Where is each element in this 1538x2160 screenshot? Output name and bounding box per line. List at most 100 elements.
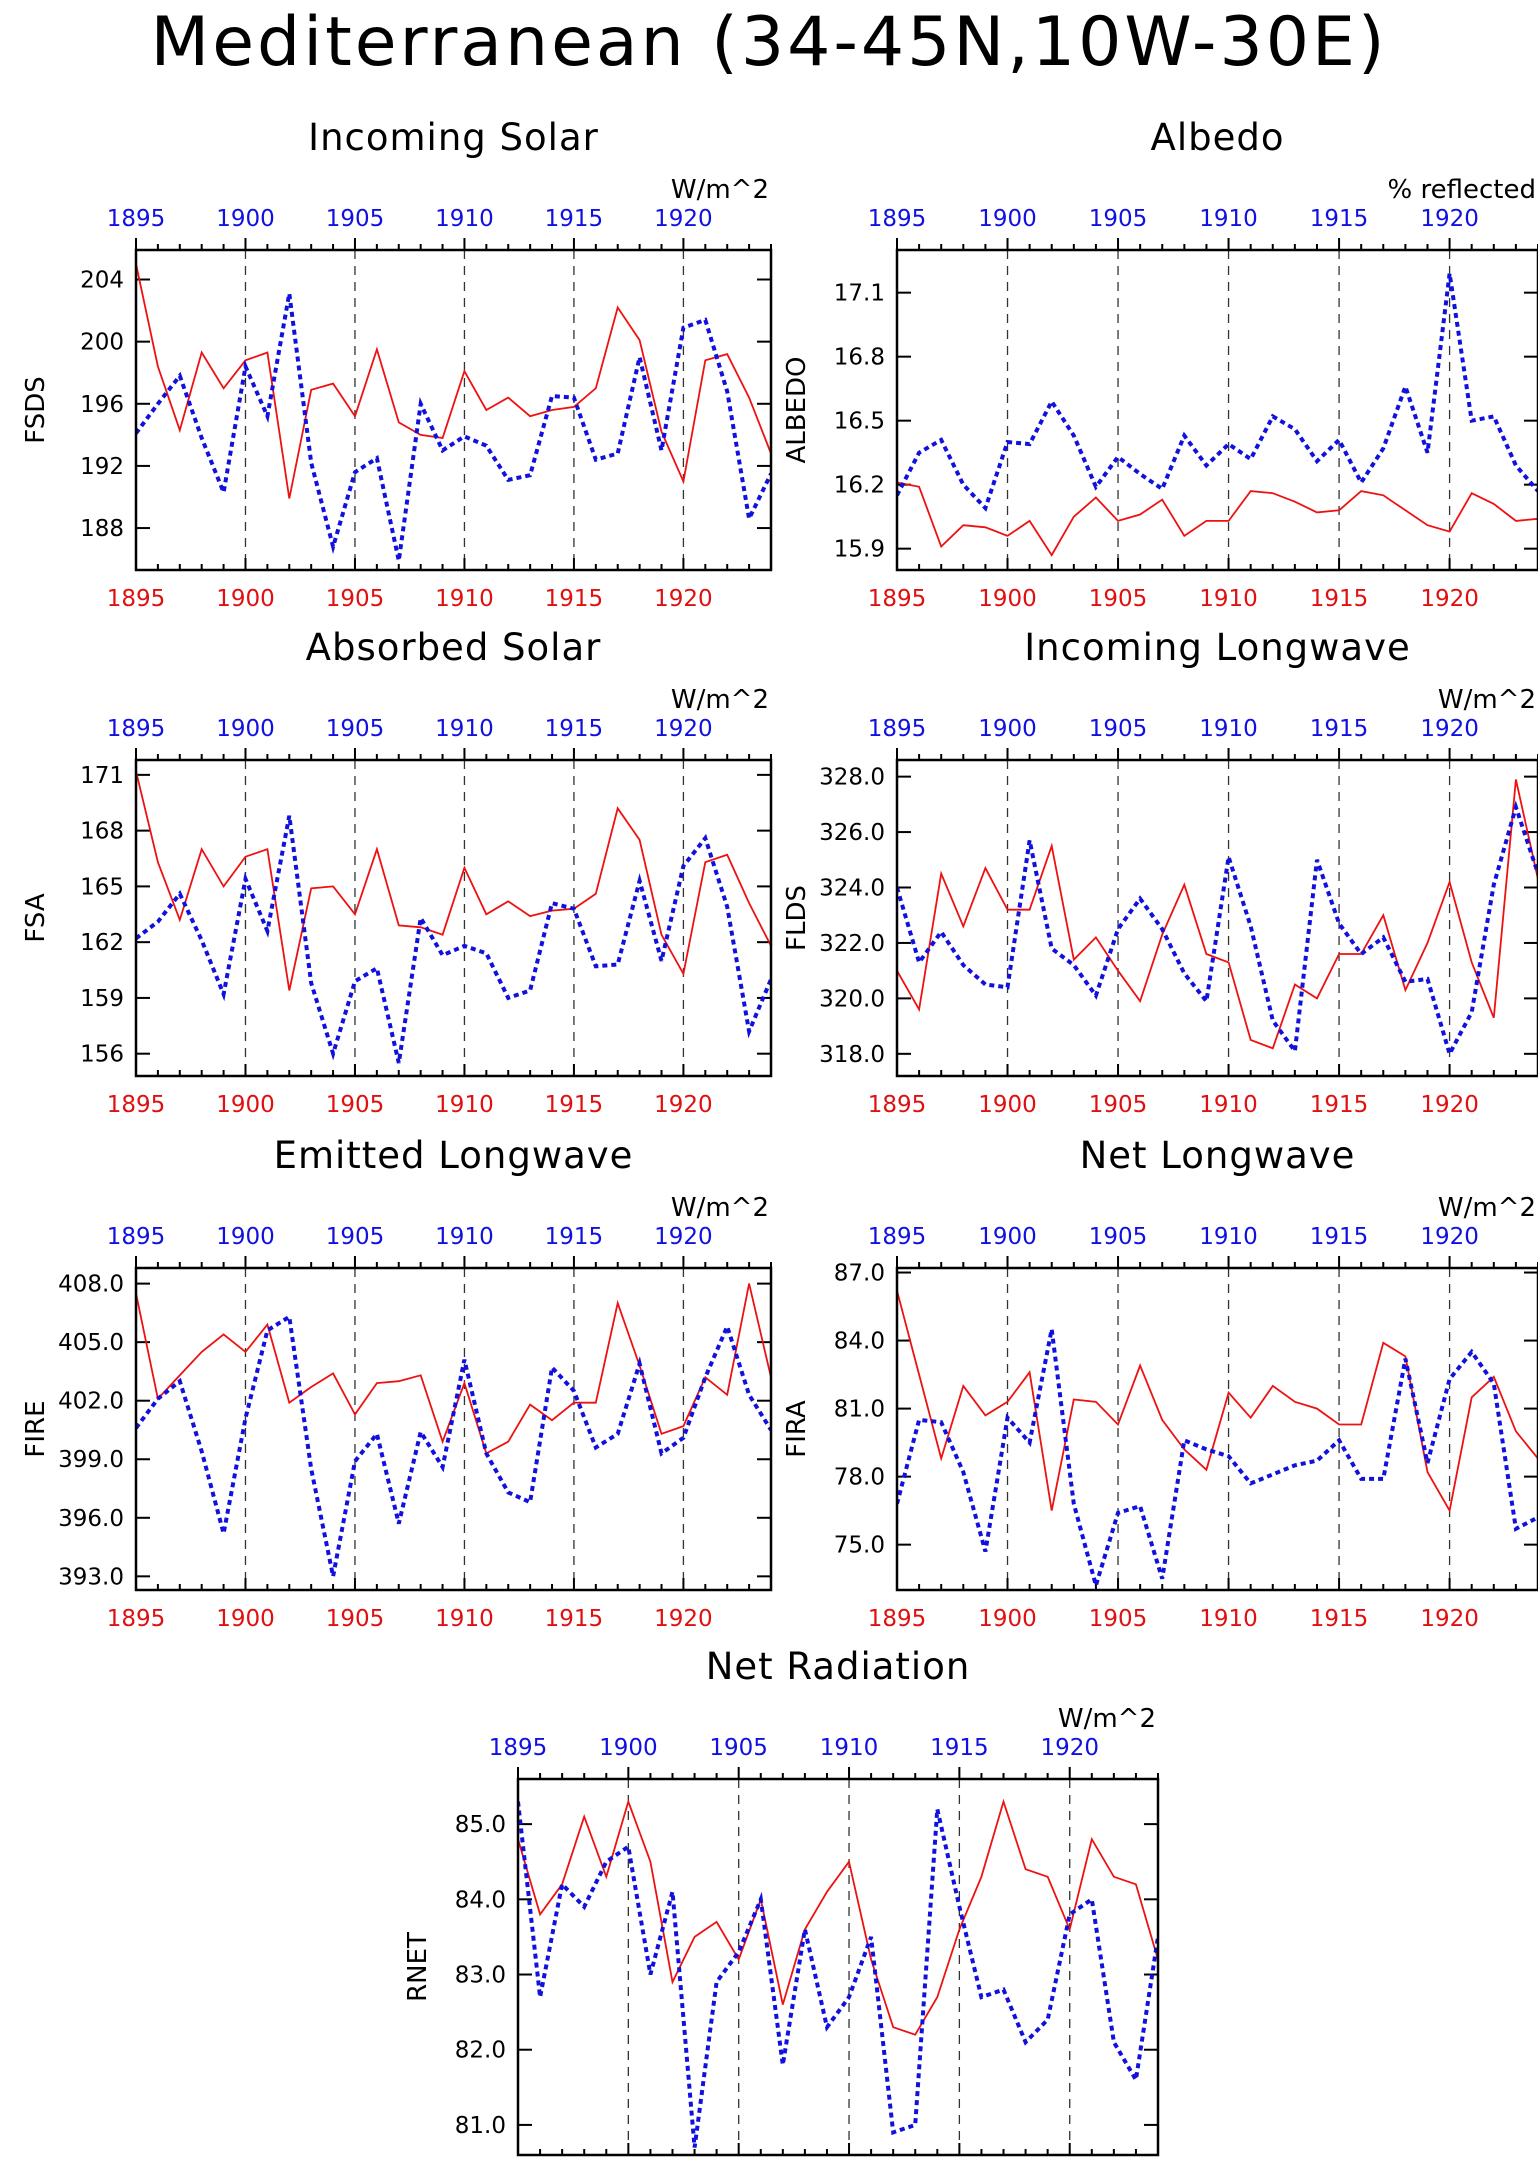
x-tick-label-top: 1895 — [868, 206, 927, 232]
y-tick-label: 78.0 — [834, 1465, 885, 1491]
x-tick-label-bottom: 1910 — [1199, 586, 1258, 612]
y-tick-label: 75.0 — [834, 1533, 885, 1559]
plot-frame — [895, 248, 1538, 572]
y-tick-label: 156 — [80, 1042, 124, 1068]
red-series-line — [518, 1798, 1158, 2036]
x-tick-label-bottom: 1900 — [216, 586, 275, 612]
x-tick-label-top: 1895 — [868, 716, 927, 742]
x-tick-label-bottom: 1905 — [326, 586, 385, 612]
blue-series-line — [518, 1801, 1158, 2148]
x-tick-label-top: 1900 — [978, 1224, 1037, 1250]
x-tick-label-bottom: 1915 — [1310, 586, 1369, 612]
x-tick-label-top: 1910 — [435, 206, 494, 232]
x-tick-label-bottom: 1920 — [654, 1606, 713, 1632]
x-tick-label-top: 1910 — [435, 1224, 494, 1250]
y-tick-label: 87.0 — [834, 1261, 885, 1287]
y-tick-label: 16.5 — [834, 409, 885, 435]
panel-2: Absorbed Solar W/m^2 1895 1895 1900 1900 1905 1… — [21, 626, 773, 1118]
x-tick-label-bottom: 1900 — [978, 1606, 1037, 1632]
x-tick-label-top: 1915 — [1310, 1224, 1369, 1250]
x-tick-label-top: 1895 — [489, 1735, 548, 1761]
panel-title: Absorbed Solar — [306, 626, 602, 669]
y-tick-label: 84.0 — [834, 1329, 885, 1355]
y-tick-label: 408.0 — [58, 1272, 124, 1298]
x-tick-label-bottom: 1905 — [1089, 586, 1148, 612]
red-series-line — [897, 1290, 1538, 1514]
y-tick-label: 81.0 — [455, 2113, 506, 2139]
y-axis-label: FIRA — [782, 1400, 812, 1458]
y-axis-label: FIRE — [21, 1400, 51, 1457]
blue-series-line — [136, 1313, 771, 1577]
y-tick-label: 82.0 — [455, 2038, 506, 2064]
x-tick-label-bottom: 1905 — [1089, 1092, 1148, 1118]
x-tick-label-bottom: 1895 — [868, 586, 927, 612]
x-tick-label-top: 1895 — [107, 716, 166, 742]
y-axis-label: RNET — [403, 1932, 433, 2002]
x-tick-label-bottom: 1910 — [435, 586, 494, 612]
panel-title: Incoming Longwave — [1024, 626, 1411, 669]
x-tick-label-bottom: 1920 — [654, 586, 713, 612]
x-tick-label-bottom: 1920 — [1420, 1606, 1479, 1632]
y-tick-label: 328.0 — [819, 765, 885, 791]
x-tick-label-top: 1905 — [326, 1224, 385, 1250]
red-series-line — [136, 263, 771, 499]
red-series-line — [897, 481, 1538, 557]
panel-5: Net Longwave W/m^2 1895 1895 1900 1900 1905 190… — [782, 1134, 1538, 1632]
x-tick-label-bottom: 1920 — [1420, 1092, 1479, 1118]
x-tick-label-top: 1900 — [599, 1735, 658, 1761]
x-tick-label-bottom: 1900 — [216, 1606, 275, 1632]
y-axis-label: FSDS — [21, 376, 51, 444]
x-tick-label-top: 1920 — [654, 206, 713, 232]
y-tick-label: 188 — [80, 516, 124, 542]
x-tick-label-top: 1910 — [1199, 206, 1258, 232]
panel-title: Albedo — [1151, 116, 1285, 159]
plot-frame — [134, 1266, 773, 1592]
y-tick-label: 171 — [80, 763, 124, 789]
panel-title: Emitted Longwave — [274, 1134, 634, 1177]
plot-frame — [134, 758, 773, 1078]
y-tick-label: 200 — [80, 330, 124, 356]
x-tick-label-bottom: 1895 — [868, 1092, 927, 1118]
x-tick-label-top: 1905 — [326, 716, 385, 742]
x-tick-label-top: 1905 — [1089, 206, 1148, 232]
x-tick-label-top: 1920 — [654, 716, 713, 742]
y-axis-label: FLDS — [782, 885, 812, 951]
blue-series-line — [136, 293, 771, 562]
blue-series-line — [897, 273, 1538, 512]
y-tick-label: 204 — [80, 268, 124, 294]
x-tick-label-bottom: 1915 — [545, 1606, 604, 1632]
y-tick-label: 192 — [80, 454, 124, 480]
x-tick-label-bottom: 1905 — [1089, 1606, 1148, 1632]
red-series-line — [897, 779, 1538, 1050]
x-tick-label-bottom: 1895 — [107, 1606, 166, 1632]
x-tick-label-top: 1920 — [1040, 1735, 1099, 1761]
x-tick-label-top: 1900 — [978, 716, 1037, 742]
x-tick-label-top: 1905 — [1089, 1224, 1148, 1250]
y-tick-label: 405.0 — [58, 1330, 124, 1356]
x-tick-label-bottom: 1895 — [107, 586, 166, 612]
y-tick-label: 165 — [80, 874, 124, 900]
units-label: W/m^2 — [671, 175, 769, 205]
x-tick-label-bottom: 1915 — [1310, 1092, 1369, 1118]
y-tick-label: 83.0 — [455, 1963, 506, 1989]
panel-0: Incoming Solar W/m^2 1895 1895 1900 1900 1905 1… — [21, 116, 773, 612]
x-tick-label-top: 1895 — [868, 1224, 927, 1250]
x-tick-label-top: 1915 — [1310, 716, 1369, 742]
x-tick-label-top: 1915 — [545, 1224, 604, 1250]
x-tick-label-top: 1910 — [820, 1735, 879, 1761]
y-tick-label: 84.0 — [455, 1887, 506, 1913]
y-tick-label: 16.2 — [834, 473, 885, 499]
y-tick-label: 326.0 — [819, 820, 885, 846]
x-tick-label-top: 1905 — [1089, 716, 1148, 742]
x-tick-label-top: 1920 — [1420, 716, 1479, 742]
x-tick-label-top: 1900 — [216, 206, 275, 232]
blue-series-line — [897, 1328, 1538, 1590]
plot-frame — [134, 248, 773, 572]
x-tick-label-bottom: 1915 — [1310, 1606, 1369, 1632]
x-tick-label-bottom: 1900 — [978, 1092, 1037, 1118]
x-tick-label-top: 1920 — [1420, 206, 1479, 232]
x-tick-label-top: 1920 — [654, 1224, 713, 1250]
x-tick-label-top: 1910 — [1199, 716, 1258, 742]
y-tick-label: 81.0 — [834, 1397, 885, 1423]
main-title: Mediterranean (34-45N,10W-30E) — [151, 3, 1388, 82]
